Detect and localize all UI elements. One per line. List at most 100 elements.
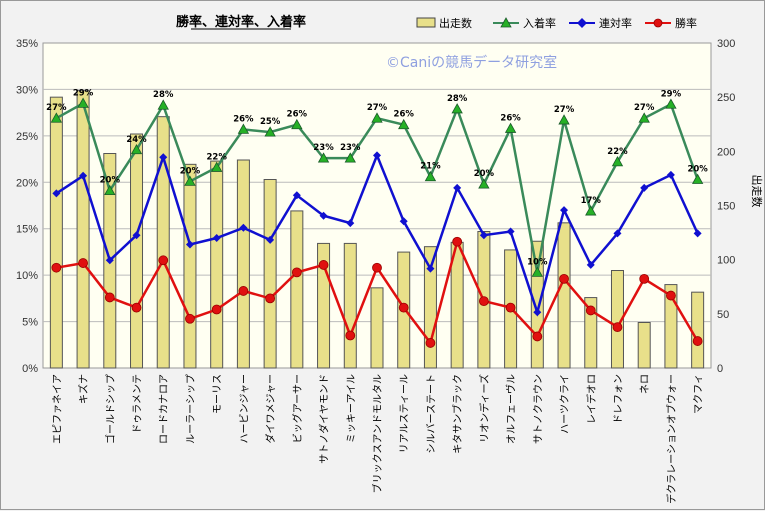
- point: [453, 183, 462, 192]
- bar: [130, 133, 144, 369]
- point: [666, 170, 675, 179]
- x-tick-label: サトノクラウン: [532, 374, 544, 444]
- point: [479, 231, 488, 240]
- point: [666, 290, 676, 301]
- point: [212, 234, 221, 242]
- point: [612, 322, 623, 333]
- bar: [263, 179, 277, 369]
- point: [50, 112, 63, 123]
- bar: [76, 90, 90, 369]
- y-tick-left: 10%: [16, 270, 38, 282]
- data-label: 26%: [394, 110, 415, 120]
- data-label: 26%: [500, 113, 521, 123]
- point: [638, 112, 650, 123]
- data-label: 27%: [367, 103, 388, 113]
- triangle-icon: [500, 17, 512, 28]
- point: [506, 227, 515, 236]
- y-tick-right: 300: [717, 38, 735, 50]
- point: [478, 178, 490, 189]
- point: [373, 151, 381, 160]
- data-label: 29%: [661, 89, 682, 99]
- point: [185, 313, 195, 324]
- y-tick-left: 0%: [22, 363, 38, 375]
- point: [691, 173, 704, 184]
- point: [613, 229, 622, 238]
- point: [319, 211, 328, 220]
- x-tick-label: オルフェーヴル: [505, 374, 518, 444]
- x-tick-label: ダイワメジャー: [264, 374, 277, 444]
- bar: [610, 270, 624, 369]
- point: [533, 308, 542, 317]
- bar: [210, 160, 224, 369]
- circle-icon: [653, 18, 663, 28]
- point: [398, 118, 410, 130]
- point: [185, 240, 194, 249]
- point: [211, 161, 223, 172]
- data-label: 27%: [46, 103, 67, 113]
- point: [531, 266, 543, 277]
- y-tick-left: 15%: [16, 224, 38, 236]
- point: [132, 231, 141, 240]
- point: [318, 260, 329, 270]
- x-tick-label: キズナ: [77, 374, 90, 404]
- point: [532, 331, 543, 342]
- legend-label-win: 勝率: [675, 16, 697, 30]
- point: [292, 191, 301, 200]
- point: [239, 223, 248, 232]
- legend-label-runs: 出走数: [439, 16, 472, 30]
- legend-bar-swatch: [416, 17, 436, 28]
- y-tick-right: 100: [717, 255, 735, 267]
- point: [344, 152, 356, 163]
- point: [424, 170, 437, 182]
- point: [131, 302, 142, 313]
- point: [159, 153, 168, 162]
- point: [399, 217, 408, 226]
- x-tick-label: リアルスティール: [400, 374, 411, 453]
- bar: [584, 297, 598, 369]
- point: [451, 103, 463, 114]
- data-label: 20%: [474, 169, 495, 179]
- data-label: 28%: [447, 94, 468, 104]
- x-tick-label: ロードカナロア: [158, 374, 170, 444]
- point: [77, 97, 89, 108]
- point: [585, 305, 596, 316]
- data-label: 28%: [153, 90, 174, 100]
- bar: [557, 222, 571, 369]
- data-label: 27%: [554, 105, 575, 115]
- y-tick-right: 50: [717, 309, 729, 321]
- data-label: 17%: [581, 196, 602, 206]
- data-label: 29%: [73, 88, 94, 98]
- y-tick-left: 25%: [16, 131, 38, 143]
- y-tick-right: 200: [717, 146, 735, 158]
- point: [560, 206, 569, 215]
- x-tick-label: ミッキーアイル: [346, 374, 357, 443]
- point: [372, 262, 382, 273]
- point: [79, 171, 88, 180]
- point: [640, 183, 649, 192]
- point: [104, 292, 115, 303]
- x-tick-label: ハーツクライ: [559, 374, 571, 434]
- point: [291, 267, 302, 278]
- point: [425, 338, 436, 348]
- diamond-icon: [577, 18, 587, 28]
- y-tick-left: 35%: [16, 38, 38, 50]
- x-tick-label: ビッグアーサー: [291, 374, 304, 443]
- chart-title: 勝率、連対率、入着率: [176, 14, 306, 30]
- point: [559, 273, 569, 284]
- point: [346, 219, 355, 228]
- x-tick-label: マクフィ: [693, 374, 705, 414]
- data-label: 22%: [607, 147, 628, 157]
- data-label: 20%: [180, 166, 201, 176]
- point: [317, 152, 330, 163]
- data-label: 23%: [340, 143, 361, 153]
- point: [158, 255, 169, 266]
- data-label: 24%: [126, 135, 147, 145]
- data-label: 26%: [233, 114, 254, 124]
- x-tick-label: ルーラーシップ: [185, 374, 197, 444]
- y-tick-left: 20%: [16, 177, 38, 189]
- point: [238, 286, 249, 296]
- bar: [236, 159, 250, 369]
- bar: [664, 284, 678, 369]
- watermark: ©Caniの競馬データ研究室: [386, 54, 557, 71]
